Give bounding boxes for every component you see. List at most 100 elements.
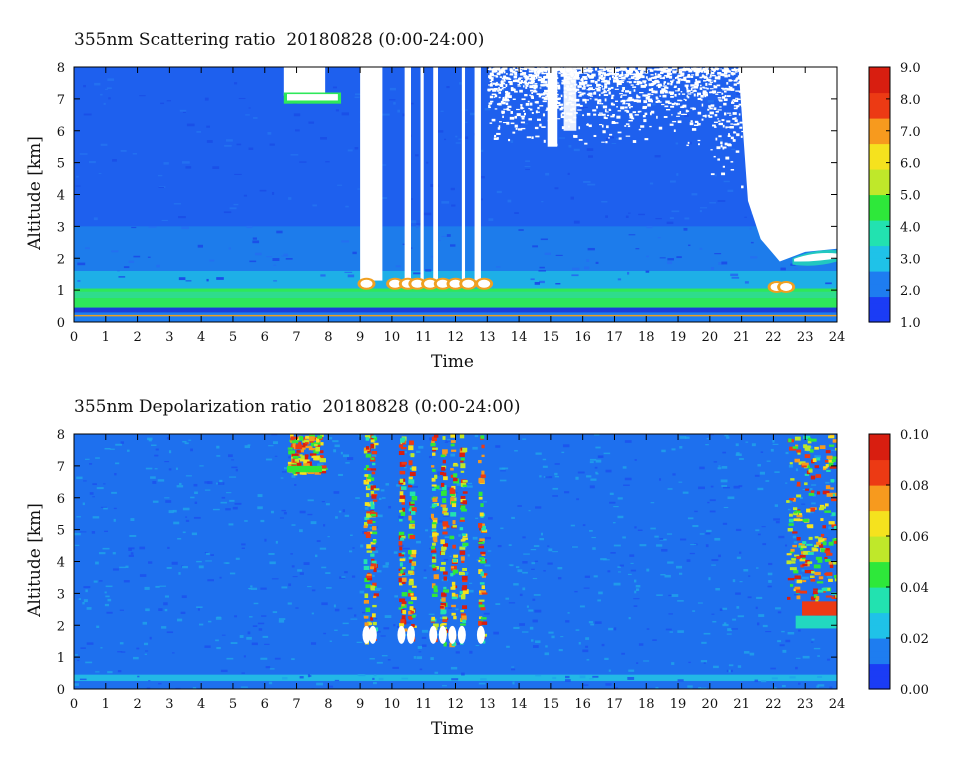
depol-column-cell <box>370 566 374 569</box>
no-data-speck <box>490 81 492 82</box>
depol-column-cell <box>452 545 456 549</box>
noise-speck <box>684 228 688 231</box>
no-data-speck <box>644 138 648 140</box>
no-data-speck <box>582 84 585 85</box>
noise-speck <box>539 538 544 540</box>
no-data-speck <box>532 112 534 114</box>
colorbar-step <box>869 246 890 253</box>
depol-column-cell <box>432 504 437 507</box>
noise-speck <box>522 588 525 591</box>
no-data-speck <box>633 76 637 77</box>
noise-speck <box>462 487 464 488</box>
no-data-speck <box>604 90 606 92</box>
noise-speck <box>312 613 314 615</box>
noise-speck <box>167 631 173 633</box>
noise-speck <box>257 506 263 509</box>
no-data-speck <box>661 104 664 105</box>
depol-cloud-base <box>369 626 377 644</box>
noise-speck <box>466 485 472 487</box>
noise-speck <box>592 547 595 550</box>
noise-speck <box>565 676 570 678</box>
noise-speck <box>701 660 707 662</box>
x-tick-label: 12 <box>447 697 464 712</box>
x-tick-label: 4 <box>197 697 205 712</box>
x-tick-label: 6 <box>261 330 269 345</box>
no-data-column <box>421 67 424 281</box>
noise-speck <box>128 547 134 549</box>
noise-speck <box>718 200 726 202</box>
noise-speck <box>655 155 661 157</box>
noise-speck <box>827 659 830 661</box>
evening-depol-cell <box>806 509 810 513</box>
noise-speck <box>659 478 661 480</box>
no-data-speck <box>521 116 525 118</box>
noise-speck <box>372 575 374 577</box>
noise-speck <box>560 636 563 637</box>
depol-column-cell <box>443 490 447 493</box>
noise-speck <box>647 628 650 630</box>
no-data-speck <box>492 119 496 122</box>
no-data-speck <box>733 112 737 115</box>
no-data-speck <box>631 84 634 85</box>
evening-depol-cell <box>824 510 831 512</box>
noise-speck <box>692 525 698 527</box>
noise-speck <box>208 621 211 623</box>
no-data-speck <box>489 77 493 79</box>
noise-speck <box>651 502 655 503</box>
no-data-speck <box>731 89 733 90</box>
no-data-speck <box>690 92 693 93</box>
no-data-speck <box>584 73 588 74</box>
no-data-speck <box>625 106 628 108</box>
noise-speck <box>516 566 519 568</box>
noise-speck <box>738 615 744 617</box>
noise-speck <box>532 245 538 247</box>
noise-speck <box>623 485 630 486</box>
noise-speck <box>480 176 484 178</box>
noise-speck <box>206 279 208 281</box>
noise-speck <box>825 482 829 484</box>
noise-speck <box>224 145 232 147</box>
x-tick-label: 8 <box>324 330 332 345</box>
colorbar-step <box>869 265 890 272</box>
no-data-speck <box>495 108 498 109</box>
noise-speck <box>535 506 541 508</box>
depol-column-cell <box>461 509 467 512</box>
noise-speck <box>164 461 169 462</box>
noise-speck <box>185 442 189 444</box>
evening-depol-cell <box>824 573 830 575</box>
no-data-speck <box>535 127 539 129</box>
depol-column-cell <box>461 561 464 563</box>
noise-speck <box>84 599 88 602</box>
x-tick-label: 14 <box>511 330 528 345</box>
no-data-speck <box>739 104 742 106</box>
noise-speck <box>169 468 172 470</box>
noise-speck <box>788 509 791 510</box>
noise-speck <box>817 655 820 657</box>
noise-speck <box>199 565 204 568</box>
depol-column-cell <box>463 480 468 482</box>
no-data-speck <box>619 137 622 139</box>
colorbar-step <box>869 214 890 221</box>
noise-speck <box>661 549 667 552</box>
no-data-speck <box>628 72 632 74</box>
noise-speck <box>555 187 559 189</box>
noise-speck <box>190 449 193 452</box>
depol-column-cell <box>479 605 485 608</box>
no-data-speck <box>576 72 580 74</box>
noise-speck <box>533 578 537 579</box>
noise-speck <box>527 606 529 608</box>
noise-speck <box>185 516 187 517</box>
no-data-speck <box>510 117 514 120</box>
noise-speck <box>604 658 608 660</box>
depol-column-cell <box>400 570 403 574</box>
depol-column-cell <box>480 607 485 610</box>
noise-speck <box>357 642 363 643</box>
panel1-colorbar: 1.02.03.04.05.06.07.08.09.0 <box>869 61 921 331</box>
noise-speck <box>300 676 304 678</box>
noise-speck <box>739 552 741 554</box>
noise-speck <box>775 504 778 507</box>
no-data-speck <box>723 166 725 168</box>
no-data-speck <box>487 69 491 70</box>
no-data-speck <box>561 68 563 71</box>
no-data-speck <box>528 74 532 77</box>
